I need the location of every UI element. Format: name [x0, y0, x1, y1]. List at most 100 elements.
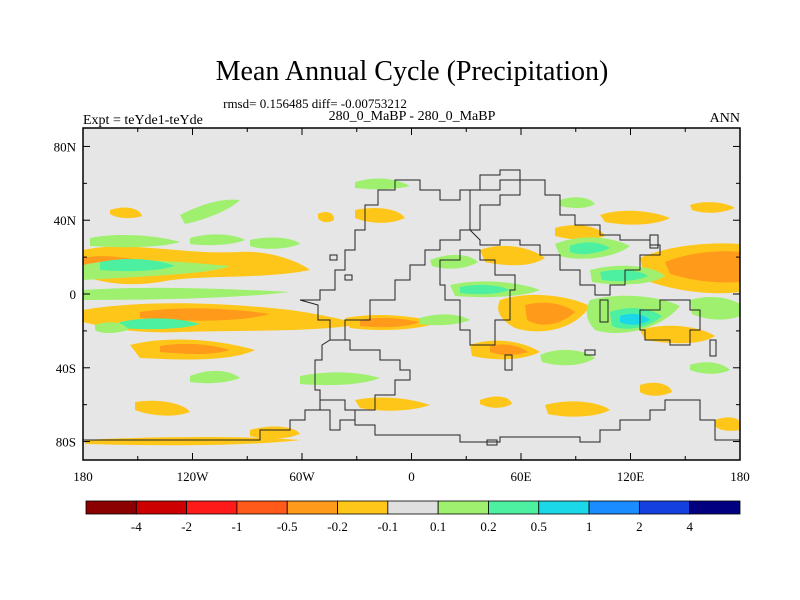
japan-coast: [649, 234, 659, 249]
blob-indian-cyan: [460, 284, 510, 295]
colorbar-swatch-8: [488, 500, 540, 515]
south-island-1: [486, 439, 498, 446]
blob-atlantic-green: [420, 314, 470, 326]
case-label: 280_0_MaBP - 280_0_MaBP: [329, 109, 496, 124]
blob-africa-east: [480, 245, 545, 266]
x-tick-label-0: 180: [73, 469, 93, 484]
colorbar-label-8: 0.5: [531, 519, 547, 534]
caribbean-islands: [329, 254, 353, 281]
blob-south-pacific-green-3: [190, 370, 240, 384]
colorbar-swatch-5: [337, 500, 389, 515]
blob-indian-ocean-south-core: [490, 344, 528, 355]
blob-south-band: [85, 437, 300, 446]
colorbar-label-4: -0.2: [327, 519, 348, 534]
blob-southeast-pacific: [715, 417, 740, 431]
stats-label: rmsd= 0.156485 diff= -0.00753212: [223, 96, 407, 111]
colorbar-swatch-1: [135, 500, 188, 515]
x-tick-label-6: 180: [730, 469, 750, 484]
blob-australia-green: [690, 297, 740, 320]
colorbar-swatch-9: [538, 500, 590, 515]
blob-africa-green: [430, 254, 478, 269]
chart-title: Mean Annual Cycle (Precipitation): [216, 56, 609, 87]
coastlines: [83, 169, 740, 446]
blob-southern-ocean-green: [690, 362, 730, 374]
colorbar: [85, 500, 741, 515]
colorbar-swatch-12: [689, 500, 741, 515]
season-label: ANN: [710, 111, 740, 126]
blob-band-south-pacific-core: [140, 308, 270, 321]
y-tick-label-4: 80S: [56, 435, 76, 450]
colorbar-swatch-4: [286, 500, 338, 515]
colorbar-label-2: -1: [232, 519, 243, 534]
blob-africa-east-cyan: [570, 242, 610, 255]
blob-pacific-southeast: [640, 382, 672, 396]
blob-south-pacific-cyan: [120, 318, 200, 330]
colorbar-label-7: 0.2: [480, 519, 496, 534]
colorbar-label-0: -4: [131, 519, 142, 534]
blob-north-pacific-green-4: [180, 199, 240, 224]
blob-north-pacific-cyan: [100, 259, 175, 272]
colorbar-swatch-10: [588, 500, 640, 515]
x-tick-label-3: 0: [408, 469, 415, 484]
x-tick-labels: 180 120W 60W 0 60E 120E 180: [73, 469, 750, 484]
south-island-2: [584, 349, 596, 356]
colorbar-label-6: 0.1: [430, 519, 446, 534]
blob-north-atlantic-green: [355, 178, 410, 190]
blob-equatorial-atlantic-core: [360, 317, 420, 328]
colorbar-labels: -4 -2 -1 -0.5 -0.2 -0.1 0.1 0.2 0.5 1 2 …: [131, 519, 694, 534]
y-tick-labels: 80N 40N 0 40S 80S: [54, 139, 77, 449]
x-tick-label-1: 120W: [177, 469, 210, 484]
blob-north-pacific-west: [110, 207, 142, 219]
colorbar-swatch-2: [186, 500, 238, 515]
south-america-coast: [314, 339, 411, 431]
blob-maritime-continent-blue: [620, 313, 650, 325]
blob-south-pacific-mid-core: [160, 343, 230, 354]
blob-north-pacific-green-3: [190, 234, 245, 246]
colorbar-label-11: 4: [686, 519, 693, 534]
madagascar-coast: [504, 354, 513, 371]
blob-north-atlantic: [355, 207, 405, 223]
blob-south-pacific-green: [83, 287, 290, 300]
blob-south-pacific-green-2: [95, 322, 128, 333]
precip-anomaly-blobs: [83, 178, 740, 446]
blob-south-indian: [545, 401, 610, 417]
colorbar-swatch-7: [437, 500, 489, 515]
antarctica-coast: [83, 399, 740, 443]
blob-pacific-north: [600, 210, 670, 225]
colorbar-swatch-11: [638, 500, 691, 515]
indonesia-coast: [599, 299, 609, 323]
blob-asia-cyan: [600, 269, 648, 282]
new-zealand-coast: [709, 339, 717, 357]
colorbar-label-9: 1: [586, 519, 593, 534]
colorbar-label-5: -0.1: [378, 519, 399, 534]
blob-pacific-northeast: [690, 202, 735, 213]
greenland-coast: [470, 169, 521, 191]
colorbar-label-3: -0.5: [277, 519, 298, 534]
blob-south-indian-green: [540, 349, 595, 366]
y-tick-label-3: 40S: [56, 361, 76, 376]
blob-indian-ocean-core: [525, 302, 575, 325]
blob-north-pacific-green-2: [90, 235, 180, 248]
blob-south-pacific-far: [135, 400, 190, 416]
africa-coast: [439, 249, 516, 346]
colorbar-label-10: 2: [636, 519, 643, 534]
colorbar-swatch-0: [85, 500, 137, 515]
north-america-coast: [299, 179, 471, 341]
blob-asia: [555, 225, 605, 240]
axis-ticks: [82, 128, 741, 460]
colorbar-label-1: -2: [181, 519, 192, 534]
blob-north-pacific-green-5: [250, 237, 300, 249]
colorbar-swatch-3: [236, 500, 288, 515]
y-tick-label-0: 80N: [54, 139, 77, 154]
blob-south-atlantic-green: [300, 372, 380, 386]
colorbar-swatch-6: [387, 500, 439, 515]
blob-south-indian-west: [480, 396, 512, 408]
map-panel: [83, 128, 740, 460]
australia-coast: [639, 299, 701, 346]
y-tick-label-2: 0: [70, 287, 77, 302]
x-tick-label-2: 60W: [289, 469, 315, 484]
experiment-label: Expt = teYde1-teYde: [83, 113, 203, 128]
blob-west-pacific-core: [665, 251, 740, 283]
y-tick-label-1: 40N: [54, 213, 77, 228]
